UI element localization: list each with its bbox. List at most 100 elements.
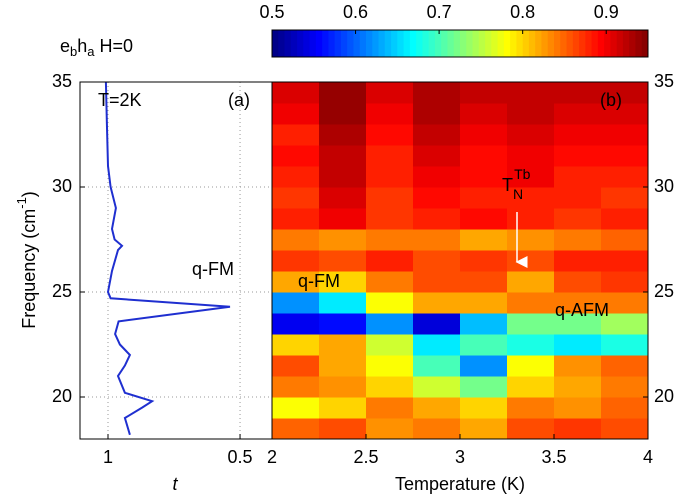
heatmap-cell [554, 124, 602, 146]
heatmap-cell [507, 313, 555, 335]
heatmap-cell [554, 250, 602, 272]
heatmap-cell [413, 355, 461, 377]
colorbar-segment [622, 30, 630, 57]
colorbar-segment [366, 30, 373, 57]
heatmap-cell [366, 355, 414, 377]
colorbar-segment [309, 30, 317, 57]
y-tick-label: 35 [52, 71, 72, 91]
colorbar-tick-label: 0.9 [594, 2, 619, 22]
heatmap-cell [601, 355, 649, 377]
heatmap-cell [601, 208, 649, 230]
heatmap-cell [272, 334, 320, 356]
colorbar-frame [271, 29, 649, 58]
heatmap-cell [272, 82, 320, 104]
colorbar-segment [447, 30, 455, 57]
heatmap-cell [413, 229, 461, 251]
y-tick-label: 25 [52, 281, 72, 301]
heatmap-cell [601, 145, 649, 167]
heatmap-cell [601, 334, 649, 356]
heatmap-cell [366, 397, 414, 419]
heatmap-cell [554, 355, 602, 377]
heatmap-cell [601, 166, 649, 188]
colorbar-segment [478, 30, 486, 57]
heatmap-cell [413, 313, 461, 335]
x-axis-label: t [172, 474, 178, 494]
heatmap-cell [319, 271, 367, 293]
heatmap-cell [601, 229, 649, 251]
heatmap-cells [272, 82, 649, 440]
colorbar-segment [391, 30, 398, 57]
heatmap-cell [601, 187, 649, 209]
heatmap-cell [413, 418, 461, 440]
y-tick-label: 20 [52, 386, 72, 406]
heatmap-cell [272, 292, 320, 314]
heatmap-cell [507, 292, 555, 314]
heatmap-cell [319, 145, 367, 167]
colorbar-segment [560, 30, 568, 57]
colorbar-segment [591, 30, 599, 57]
colorbar-segment [434, 30, 442, 57]
heatmap-cell [507, 250, 555, 272]
heatmap-cell [554, 313, 602, 335]
heatmap-cell [366, 124, 414, 146]
y-tick-label: 25 [654, 281, 674, 301]
heatmap-cell [507, 208, 555, 230]
title-part: H=0 [95, 36, 134, 56]
heatmap-cell [366, 208, 414, 230]
colorbar-segment [384, 30, 392, 57]
heatmap-cell [319, 103, 367, 125]
colorbar-segment [284, 30, 292, 57]
heatmap-cell [319, 397, 367, 419]
transition-label: TN Tb [502, 166, 531, 202]
colorbar-segment [372, 30, 380, 57]
heatmap-cell [554, 82, 602, 104]
colorbar-tick-label: 0.5 [259, 2, 284, 22]
colorbar-segment [522, 30, 530, 57]
heatmap-cell [272, 271, 320, 293]
colorbar-segment [516, 30, 524, 57]
colorbar-segment [572, 30, 580, 57]
colorbar-segment [585, 30, 593, 57]
heatmap-cell [366, 229, 414, 251]
heatmap-cell [366, 271, 414, 293]
colorbar-segment [485, 30, 492, 57]
colorbar-segment [403, 30, 411, 57]
x-tick-label: 2 [267, 447, 277, 467]
x-tick-label: 4 [643, 447, 653, 467]
heatmap-cell [554, 418, 602, 440]
colorbar-segment [397, 30, 405, 57]
heatmap-cell [413, 187, 461, 209]
heatmap-cell [272, 145, 320, 167]
heatmap-cell [507, 187, 555, 209]
heatmap-cell [413, 334, 461, 356]
title-part: a [87, 44, 95, 59]
heatmap-cell [554, 187, 602, 209]
colorbar-tick-label: 0.8 [510, 2, 535, 22]
colorbar-segment [635, 30, 643, 57]
colorbar-segment [510, 30, 517, 57]
heatmap-cell [601, 397, 649, 419]
heatmap-cell [413, 166, 461, 188]
heatmap-cell [366, 250, 414, 272]
heatmap-cell [272, 103, 320, 125]
heatmap-cell [460, 208, 508, 230]
heatmap-cell [601, 292, 649, 314]
colorbar-tick-label: 0.6 [343, 2, 368, 22]
heatmap-cell [507, 271, 555, 293]
heatmap-cell [366, 82, 414, 104]
heatmap-cell [319, 229, 367, 251]
colorbar-segment [503, 30, 511, 57]
colorbar-segment [359, 30, 367, 57]
colorbar-segment [353, 30, 361, 57]
heatmap-cell [460, 292, 508, 314]
heatmap-cell [554, 397, 602, 419]
heatmap-cell [554, 376, 602, 398]
colorbar-segment [491, 30, 499, 57]
label-part: N [513, 186, 523, 202]
heatmap-cell [507, 397, 555, 419]
heatmap-cell [366, 145, 414, 167]
heatmap-cell [413, 103, 461, 125]
colorbar-segment [290, 30, 298, 57]
heatmap-cell [554, 208, 602, 230]
heatmap-cell [366, 334, 414, 356]
